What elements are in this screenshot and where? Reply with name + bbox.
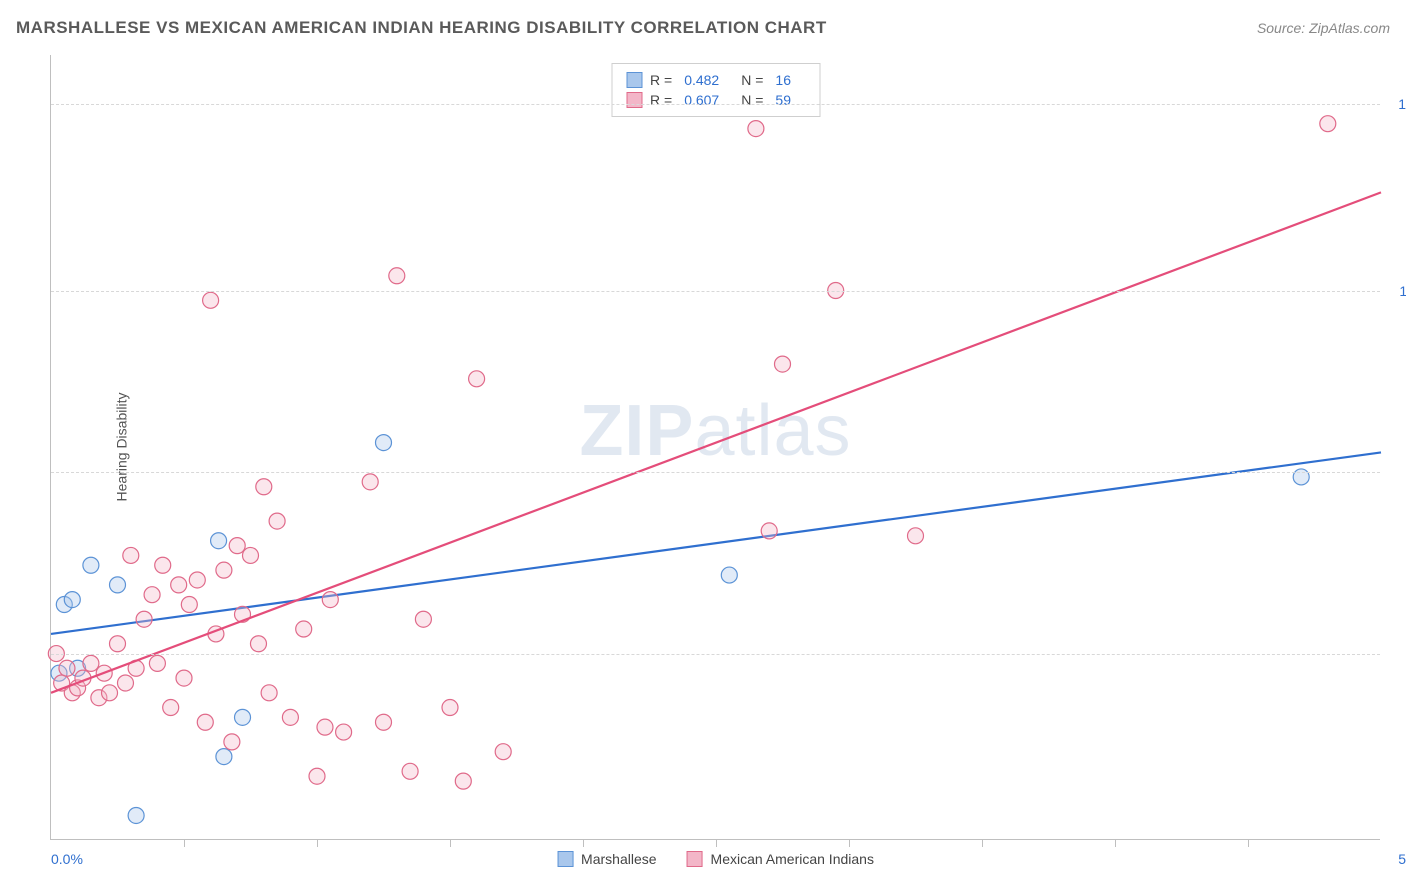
data-point (163, 700, 179, 716)
x-tick (1248, 839, 1249, 847)
data-point (455, 773, 471, 789)
x-axis-max-label: 50.0% (1398, 851, 1406, 867)
data-point (189, 572, 205, 588)
data-point (149, 655, 165, 671)
data-point (110, 577, 126, 593)
chart-plot-area: Hearing Disability ZIPatlas R = 0.482 N … (50, 55, 1380, 840)
scatter-svg (51, 55, 1380, 839)
data-point (250, 636, 266, 652)
data-point (269, 513, 285, 529)
chart-title: MARSHALLESE VS MEXICAN AMERICAN INDIAN H… (16, 18, 827, 38)
data-point (389, 268, 405, 284)
data-point (261, 685, 277, 701)
data-point (83, 655, 99, 671)
data-point (197, 714, 213, 730)
data-point (296, 621, 312, 637)
data-point (59, 660, 75, 676)
data-point (469, 371, 485, 387)
data-point (181, 597, 197, 613)
data-point (123, 547, 139, 563)
data-point (775, 356, 791, 372)
gridline (51, 104, 1380, 105)
legend-item-series-0: Marshallese (557, 851, 656, 867)
data-point (216, 562, 232, 578)
chart-header: MARSHALLESE VS MEXICAN AMERICAN INDIAN H… (16, 18, 1390, 38)
x-tick (849, 839, 850, 847)
data-point (176, 670, 192, 686)
data-point (203, 292, 219, 308)
data-point (117, 675, 133, 691)
data-point (282, 709, 298, 725)
data-point (908, 528, 924, 544)
x-tick (1115, 839, 1116, 847)
data-point (216, 749, 232, 765)
data-point (402, 763, 418, 779)
data-point (748, 121, 764, 137)
data-point (362, 474, 378, 490)
data-point (211, 533, 227, 549)
data-point (155, 557, 171, 573)
data-point (128, 807, 144, 823)
data-point (136, 611, 152, 627)
y-tick-label: 15.0% (1398, 96, 1406, 112)
x-axis-min-label: 0.0% (51, 851, 83, 867)
data-point (229, 538, 245, 554)
data-point (224, 734, 240, 750)
data-point (83, 557, 99, 573)
data-point (235, 709, 251, 725)
swatch-bottom-1 (687, 851, 703, 867)
y-tick-label: 11.2% (1399, 283, 1406, 299)
data-point (243, 547, 259, 563)
data-point (110, 636, 126, 652)
correlation-legend: R = 0.482 N = 16 R = 0.607 N = 59 (611, 63, 820, 117)
data-point (495, 744, 511, 760)
legend-row-series-0: R = 0.482 N = 16 (626, 70, 805, 90)
data-point (256, 479, 272, 495)
trendline (51, 452, 1381, 634)
data-point (415, 611, 431, 627)
source-attribution: Source: ZipAtlas.com (1257, 20, 1390, 36)
data-point (442, 700, 458, 716)
series-legend: Marshallese Mexican American Indians (557, 851, 874, 867)
legend-item-series-1: Mexican American Indians (687, 851, 874, 867)
data-point (376, 435, 392, 451)
data-point (171, 577, 187, 593)
data-point (317, 719, 333, 735)
legend-row-series-1: R = 0.607 N = 59 (626, 90, 805, 110)
data-point (144, 587, 160, 603)
swatch-bottom-0 (557, 851, 573, 867)
x-tick (450, 839, 451, 847)
trendline (51, 192, 1381, 692)
data-point (721, 567, 737, 583)
x-tick (583, 839, 584, 847)
gridline (51, 654, 1380, 655)
data-point (1320, 116, 1336, 132)
data-point (322, 592, 338, 608)
gridline (51, 291, 1380, 292)
data-point (336, 724, 352, 740)
data-point (102, 685, 118, 701)
swatch-series-0 (626, 72, 642, 88)
x-tick (184, 839, 185, 847)
data-point (309, 768, 325, 784)
x-tick (982, 839, 983, 847)
swatch-series-1 (626, 92, 642, 108)
x-tick (317, 839, 318, 847)
data-point (64, 592, 80, 608)
data-point (761, 523, 777, 539)
data-point (376, 714, 392, 730)
x-tick (716, 839, 717, 847)
gridline (51, 472, 1380, 473)
